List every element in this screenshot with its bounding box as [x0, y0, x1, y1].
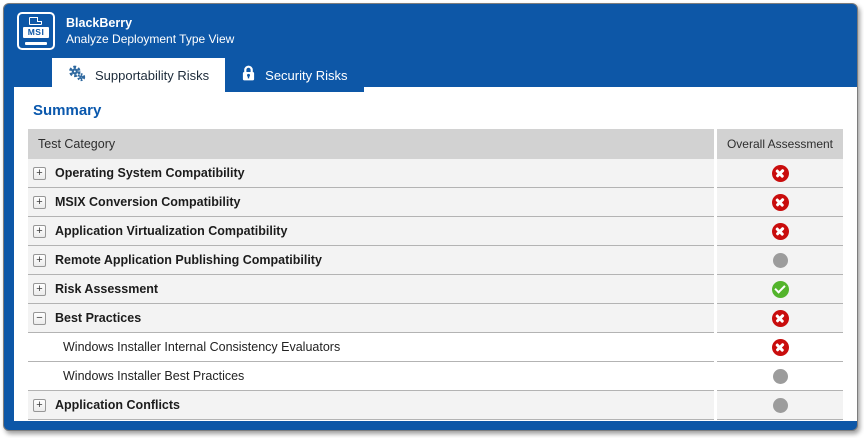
- pass-icon: [771, 280, 789, 298]
- table-row[interactable]: + Risk Assessment: [28, 275, 843, 304]
- summary-heading: Summary: [33, 102, 102, 119]
- msi-icon-bar: [25, 42, 47, 45]
- fail-icon: [771, 222, 789, 240]
- msi-package-icon: MSI: [17, 12, 55, 50]
- page-subtitle: Analyze Deployment Type View: [66, 32, 235, 46]
- title-bar: MSI BlackBerry Analyze Deployment Type V…: [4, 4, 857, 58]
- expander-toggle[interactable]: −: [33, 311, 46, 325]
- lock-icon: [241, 65, 256, 85]
- tab-supportability-risks[interactable]: Supportability Risks: [52, 58, 226, 92]
- table-row[interactable]: + Operating System Compatibility: [28, 159, 843, 188]
- expander-toggle[interactable]: +: [33, 195, 46, 209]
- table-row[interactable]: Windows Installer Internal Consistency E…: [28, 333, 843, 362]
- table-row[interactable]: Windows Installer Best Practices: [28, 362, 843, 391]
- table-row[interactable]: + Application Conflicts: [28, 391, 843, 420]
- fail-icon: [771, 309, 789, 327]
- row-label: Windows Installer Internal Consistency E…: [63, 340, 341, 354]
- neutral-icon: [772, 397, 788, 413]
- row-label: MSIX Conversion Compatibility: [55, 195, 241, 209]
- row-label: Best Practices: [55, 311, 142, 325]
- page-title: BlackBerry: [66, 16, 133, 30]
- tab-bar: Supportability Risks Security Risks: [4, 58, 857, 92]
- expander-toggle[interactable]: +: [33, 224, 46, 238]
- document-glyph: [29, 17, 42, 25]
- row-label: Application Conflicts: [55, 398, 180, 412]
- fail-icon: [771, 193, 789, 211]
- expander-toggle[interactable]: +: [33, 166, 46, 180]
- row-label: Application Virtualization Compatibility: [55, 224, 288, 238]
- table-row[interactable]: + Application Virtualization Compatibili…: [28, 217, 843, 246]
- tab-label: Supportability Risks: [95, 67, 210, 83]
- row-label: Remote Application Publishing Compatibil…: [55, 253, 322, 267]
- table-row[interactable]: − Best Practices: [28, 304, 843, 333]
- assessment-table: Test Category Overall Assessment + Opera…: [28, 129, 843, 420]
- fail-icon: [771, 164, 789, 182]
- gears-icon: [68, 65, 86, 85]
- expander-toggle[interactable]: +: [33, 253, 46, 267]
- row-label: Operating System Compatibility: [55, 166, 245, 180]
- expander-toggle[interactable]: +: [33, 282, 46, 296]
- column-header-test-category: Test Category: [28, 129, 714, 159]
- content-panel: Summary Test Category Overall Assessment…: [14, 87, 857, 421]
- analyzer-window: MSI BlackBerry Analyze Deployment Type V…: [3, 3, 858, 431]
- fail-icon: [771, 338, 789, 356]
- table-row[interactable]: + Remote Application Publishing Compatib…: [28, 246, 843, 275]
- row-label: Windows Installer Best Practices: [63, 369, 245, 383]
- column-header-overall-assessment: Overall Assessment: [717, 129, 843, 159]
- tab-label: Security Risks: [265, 67, 348, 83]
- neutral-icon: [772, 252, 788, 268]
- neutral-icon: [772, 368, 788, 384]
- expander-toggle[interactable]: +: [33, 398, 46, 412]
- row-label: Risk Assessment: [55, 282, 159, 296]
- tab-security-risks[interactable]: Security Risks: [225, 58, 364, 92]
- table-row[interactable]: + MSIX Conversion Compatibility: [28, 188, 843, 217]
- table-header-row: Test Category Overall Assessment: [28, 129, 843, 159]
- table-body: + Operating System Compatibility + MSIX …: [28, 159, 843, 420]
- msi-icon-label: MSI: [23, 27, 49, 38]
